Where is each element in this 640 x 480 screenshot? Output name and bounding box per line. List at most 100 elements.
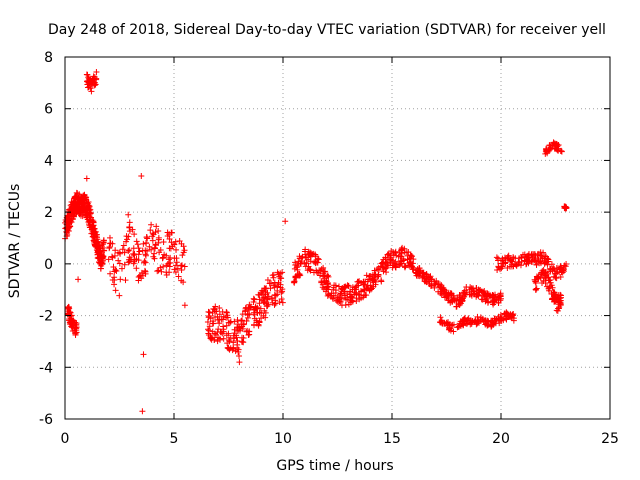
data-point — [215, 334, 222, 341]
data-point — [226, 338, 233, 345]
data-point — [558, 148, 565, 155]
data-point — [270, 271, 277, 278]
data-point — [144, 247, 151, 254]
data-point — [325, 286, 332, 293]
data-point — [301, 248, 308, 255]
data-point — [554, 307, 561, 314]
data-point — [268, 295, 275, 302]
data-point — [291, 278, 298, 285]
data-point — [238, 338, 245, 345]
data-point — [87, 210, 94, 217]
data-point — [263, 303, 270, 310]
data-point — [157, 247, 164, 254]
data-point — [428, 276, 435, 283]
data-point — [534, 251, 541, 258]
data-point — [236, 353, 243, 360]
data-point — [550, 289, 557, 296]
data-point — [514, 261, 521, 268]
data-point — [558, 147, 565, 154]
data-point — [495, 263, 502, 270]
data-point — [92, 81, 99, 88]
data-point — [141, 267, 148, 274]
data-point — [101, 247, 108, 254]
data-point — [91, 230, 98, 237]
data-point — [119, 246, 126, 253]
data-point — [122, 277, 129, 284]
y-tick-label: -4 — [39, 360, 53, 376]
data-point — [507, 257, 514, 264]
data-point — [157, 264, 164, 271]
data-point — [225, 319, 232, 326]
data-point — [205, 314, 212, 321]
data-point — [152, 229, 159, 236]
data-point — [497, 293, 504, 300]
data-point — [140, 240, 147, 247]
data-point — [265, 293, 272, 300]
data-point — [542, 279, 549, 286]
data-point — [503, 315, 510, 322]
data-point — [543, 145, 550, 152]
data-point — [173, 255, 180, 262]
data-point — [456, 320, 463, 327]
data-point — [124, 236, 131, 243]
data-point — [247, 304, 254, 311]
data-point — [550, 139, 557, 146]
data-point — [141, 258, 148, 265]
data-point — [302, 263, 309, 270]
data-point — [211, 330, 218, 337]
data-point — [160, 254, 167, 261]
data-point — [482, 298, 489, 305]
data-point — [140, 351, 147, 358]
x-axis-label: GPS time / hours — [276, 458, 393, 474]
data-point — [509, 258, 516, 265]
data-point — [210, 320, 217, 327]
data-point — [533, 273, 540, 280]
data-point — [501, 254, 508, 261]
data-point — [262, 309, 269, 316]
data-point — [324, 292, 331, 299]
data-point — [322, 268, 329, 275]
data-point — [229, 347, 236, 354]
data-point — [435, 288, 442, 295]
data-point — [84, 84, 91, 91]
data-point — [450, 328, 457, 335]
data-point — [88, 88, 95, 95]
data-point — [458, 297, 465, 304]
data-point — [438, 317, 445, 324]
data-point — [557, 274, 564, 281]
data-point — [490, 292, 497, 299]
data-point — [250, 321, 257, 328]
data-point — [219, 316, 226, 323]
plot-frame — [64, 56, 611, 420]
data-point — [495, 257, 502, 264]
data-point — [107, 240, 114, 247]
data-point — [282, 218, 289, 225]
x-tick-label: 0 — [61, 431, 70, 447]
data-point — [400, 255, 407, 262]
data-point — [181, 263, 188, 270]
data-point — [274, 287, 281, 294]
data-point — [489, 317, 496, 324]
data-point — [371, 271, 378, 278]
data-point — [256, 300, 263, 307]
data-point — [212, 308, 219, 315]
data-point — [443, 291, 450, 298]
data-point — [553, 145, 560, 152]
data-point — [549, 295, 556, 302]
data-point — [223, 322, 230, 329]
data-point — [112, 287, 119, 294]
data-point — [70, 213, 77, 220]
data-point — [335, 283, 342, 290]
data-point — [231, 335, 238, 342]
data-point — [171, 266, 178, 273]
data-point — [338, 295, 345, 302]
data-point — [324, 272, 331, 279]
data-point — [155, 227, 162, 234]
data-point — [553, 141, 560, 148]
data-point — [320, 285, 327, 292]
data-point — [171, 240, 178, 247]
data-point — [296, 255, 303, 262]
data-point — [142, 259, 149, 266]
data-point — [205, 327, 212, 334]
